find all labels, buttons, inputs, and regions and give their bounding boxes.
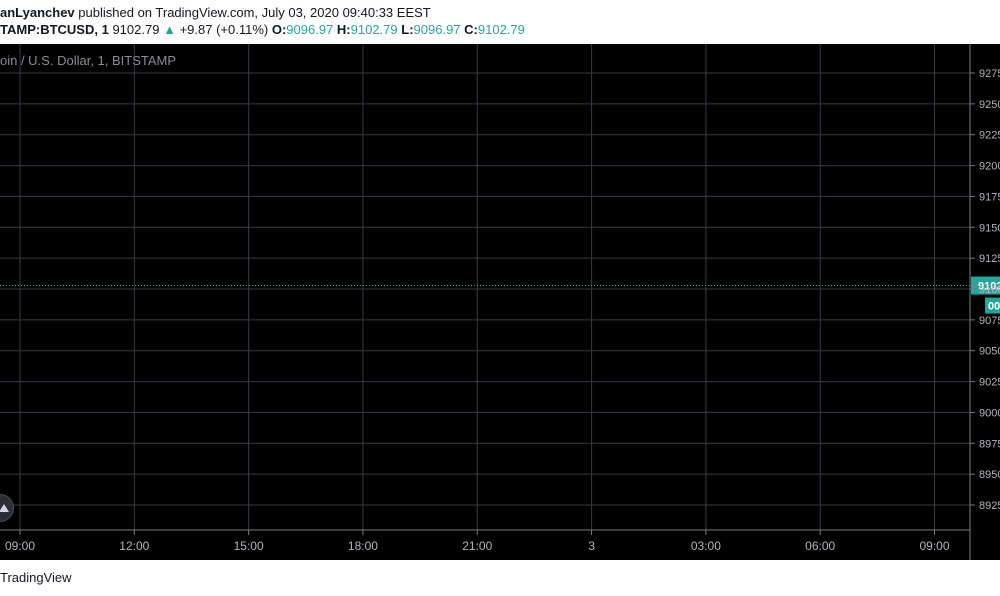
symbol-watermark: oin / U.S. Dollar, 1, BITSTAMP xyxy=(0,53,177,68)
low-value: 9096.97 xyxy=(413,22,461,37)
price-change: +9.87 (+0.11%) xyxy=(179,22,269,37)
y-tick-label: 8950 xyxy=(979,469,1000,481)
y-tick-label: 9050 xyxy=(979,346,1000,358)
symbol-label[interactable]: TAMP:BTCUSD, 1 xyxy=(0,22,109,37)
y-tick-label: 9150 xyxy=(979,222,1000,234)
x-tick-label: 15:00 xyxy=(234,539,264,553)
footer: TradingView xyxy=(0,560,1000,596)
close-label: C: xyxy=(464,22,478,37)
y-tick-label: 9200 xyxy=(979,161,1000,173)
countdown-bg xyxy=(985,297,1000,314)
close-value: 9102.79 xyxy=(477,22,525,37)
tradingview-brand: TradingView xyxy=(0,570,72,585)
x-tick-label: 18:00 xyxy=(348,539,378,553)
publisher-name[interactable]: anLyanchev xyxy=(0,5,75,20)
x-tick-label: 21:00 xyxy=(462,539,492,553)
candlestick-chart[interactable]: 9102 00 9275 9250 9225 9200 9175 9150 9125 9100 9… xyxy=(0,44,1000,560)
y-tick-label: 9025 xyxy=(979,377,1000,389)
last-price: 9102.79 xyxy=(112,22,160,37)
published-text: published on TradingView.com, July 03, 2… xyxy=(78,5,431,20)
y-tick-label: 9175 xyxy=(979,191,1000,203)
open-value: 9096.97 xyxy=(286,22,334,37)
price-tag-bg xyxy=(971,276,1000,295)
change-up-icon: ▲ xyxy=(163,22,176,37)
y-tick-label: 9250 xyxy=(979,99,1000,111)
chart-header: anLyanchev published on TradingView.com,… xyxy=(0,0,1000,44)
high-value: 9102.79 xyxy=(350,22,398,37)
price-tag-label: 9102 xyxy=(978,281,1000,293)
y-tick-label: 8925 xyxy=(979,500,1000,512)
y-tick-label: 9100 xyxy=(979,284,1000,296)
open-label: O: xyxy=(271,22,287,37)
y-tick-label: 9075 xyxy=(979,315,1000,327)
y-tick-label: 9225 xyxy=(979,130,1000,142)
x-tick-label: 12:00 xyxy=(119,539,149,553)
low-label: L: xyxy=(401,22,414,37)
y-tick-label: 8975 xyxy=(979,438,1000,450)
y-tick-label: 9275 xyxy=(979,68,1000,80)
x-tick-label: 09:00 xyxy=(5,539,35,553)
x-tick-label: 3 xyxy=(588,539,595,553)
y-tick-label: 9125 xyxy=(979,253,1000,265)
y-tick-label: 9000 xyxy=(979,407,1000,419)
x-tick-label: 06:00 xyxy=(805,539,835,553)
x-tick-label: 09:00 xyxy=(919,539,949,553)
symbol-line: TAMP:BTCUSD, 1 9102.79 ▲ +9.87 (+0.11%) … xyxy=(0,22,525,37)
chart-area[interactable]: 9102 00 9275 9250 9225 9200 9175 9150 9125 9100 9… xyxy=(0,44,1000,560)
countdown-label: 00 xyxy=(988,301,1000,313)
publish-line: anLyanchev published on TradingView.com,… xyxy=(0,5,431,20)
high-label: H: xyxy=(336,22,351,37)
x-tick-label: 03:00 xyxy=(691,539,721,553)
